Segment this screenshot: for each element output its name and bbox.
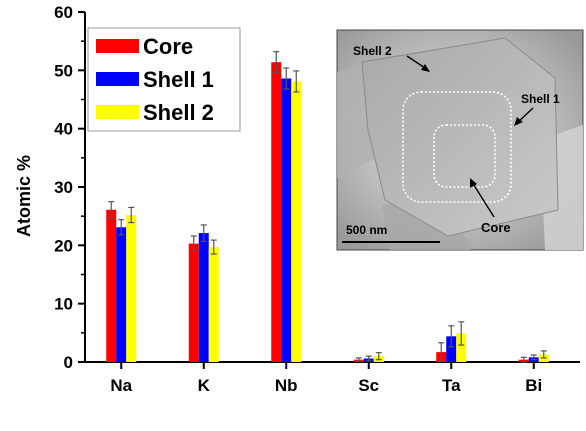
bar-shell-1-nb bbox=[281, 78, 292, 362]
legend-swatch-shell-1 bbox=[96, 72, 139, 86]
bar-core-na bbox=[106, 209, 117, 362]
x-tick-label-na: Na bbox=[110, 376, 132, 395]
x-tick-label-k: K bbox=[198, 376, 211, 395]
inset-arrowhead-shell-2 bbox=[421, 64, 430, 72]
bar-core-k bbox=[188, 243, 199, 362]
x-tick-label-sc: Sc bbox=[358, 376, 379, 395]
y-tick-label: 50 bbox=[54, 61, 73, 80]
bar-shell-2-ta bbox=[456, 333, 467, 362]
legend-label-shell-1: Shell 1 bbox=[143, 67, 214, 92]
legend-swatch-shell-2 bbox=[96, 105, 139, 119]
inset-arrow-core bbox=[471, 181, 495, 218]
inset-arrowhead-core bbox=[470, 178, 477, 188]
legend-swatch-core bbox=[96, 39, 139, 53]
x-tick-label-bi: Bi bbox=[525, 376, 542, 395]
x-axis-ticks: Na K Nb Sc Ta Bi bbox=[110, 362, 542, 395]
inset-crystal bbox=[361, 37, 559, 237]
bar-shell-1-na bbox=[116, 227, 127, 362]
y-axis-ticks: 0 10 20 30 40 50 60 bbox=[54, 3, 85, 372]
y-tick-label: 20 bbox=[54, 236, 73, 255]
tem-inset-image: Shell 2 Shell 1 Core 500 nm bbox=[336, 29, 584, 251]
legend-label-shell-2: Shell 2 bbox=[143, 100, 214, 125]
y-tick-label: 30 bbox=[54, 178, 73, 197]
bars-group bbox=[106, 51, 549, 363]
bar-shell-1-ta bbox=[446, 336, 457, 362]
y-tick-label: 40 bbox=[54, 120, 73, 139]
legend-label-core: Core bbox=[143, 34, 193, 59]
inset-arrowhead-shell-1 bbox=[514, 117, 523, 126]
bar-core-nb bbox=[271, 62, 282, 363]
inset-label-shell-1: Shell 1 bbox=[521, 92, 560, 106]
inset-label-shell-2: Shell 2 bbox=[353, 44, 392, 58]
inset-scale-bar-label: 500 nm bbox=[346, 223, 387, 237]
legend: Core Shell 1 Shell 2 bbox=[87, 27, 241, 132]
y-axis-title: Atomic % bbox=[14, 155, 34, 237]
inset-shell1-outline bbox=[402, 91, 512, 203]
x-tick-label-nb: Nb bbox=[275, 376, 298, 395]
bar-shell-2-na bbox=[126, 215, 137, 362]
bar-shell-2-k bbox=[208, 247, 219, 362]
inset-label-core: Core bbox=[481, 220, 511, 235]
y-tick-label: 60 bbox=[54, 3, 73, 22]
bar-shell-2-nb bbox=[291, 81, 302, 363]
bar-shell-1-k bbox=[198, 233, 209, 362]
y-tick-label: 0 bbox=[64, 353, 73, 372]
y-tick-label: 10 bbox=[54, 295, 73, 314]
x-tick-label-ta: Ta bbox=[442, 376, 461, 395]
